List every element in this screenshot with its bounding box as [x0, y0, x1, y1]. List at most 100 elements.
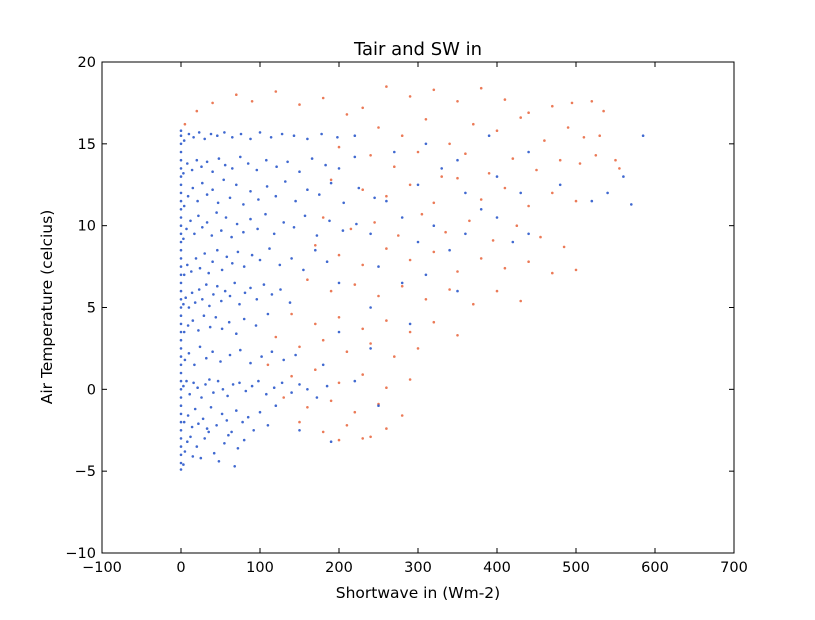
data-point	[192, 381, 195, 385]
data-points	[179, 85, 645, 471]
data-point	[393, 165, 396, 168]
data-point	[325, 260, 329, 264]
data-point	[294, 353, 297, 357]
data-point	[203, 252, 206, 255]
data-point	[249, 137, 252, 141]
data-point	[444, 230, 447, 234]
data-point	[242, 265, 246, 268]
data-point	[179, 298, 183, 301]
data-point	[264, 212, 267, 216]
data-point	[182, 204, 186, 208]
data-point	[298, 345, 301, 349]
data-point	[188, 392, 191, 396]
y-axis-title: Air Temperature (celcius)	[38, 210, 56, 405]
y-tick-label: 5	[87, 301, 96, 317]
data-point	[424, 118, 428, 121]
data-point	[217, 157, 221, 160]
data-point	[464, 191, 467, 195]
data-point	[503, 266, 507, 270]
data-point	[193, 407, 197, 411]
data-point	[266, 363, 270, 367]
data-point	[249, 190, 252, 193]
data-point	[606, 191, 609, 195]
data-point	[258, 410, 262, 414]
data-point	[191, 455, 195, 458]
data-point	[228, 196, 232, 200]
data-point	[179, 453, 183, 457]
data-point	[179, 208, 183, 211]
data-point	[179, 167, 183, 170]
data-point	[337, 253, 341, 257]
data-point	[590, 100, 594, 103]
data-point	[361, 188, 365, 191]
data-point	[226, 394, 229, 398]
data-point	[182, 463, 185, 466]
data-point	[179, 232, 183, 236]
data-point	[228, 294, 232, 298]
data-point	[582, 136, 586, 139]
x-tick-label: 400	[483, 560, 511, 576]
data-point	[385, 194, 388, 198]
data-point	[487, 172, 491, 175]
data-point	[337, 381, 341, 385]
data-point	[290, 312, 293, 316]
data-point	[220, 299, 223, 303]
data-point	[400, 134, 404, 137]
data-point	[479, 257, 483, 260]
data-point	[329, 178, 333, 182]
data-point	[179, 355, 183, 358]
data-point	[179, 273, 183, 277]
data-point	[256, 227, 259, 231]
data-point	[179, 396, 183, 399]
data-point	[274, 90, 278, 93]
data-point	[321, 430, 325, 434]
data-point	[369, 306, 372, 309]
data-point	[385, 85, 388, 88]
data-point	[193, 301, 197, 304]
data-point	[320, 132, 323, 136]
data-point	[187, 306, 191, 309]
data-point	[321, 216, 325, 219]
data-point	[228, 353, 232, 357]
data-point	[472, 302, 475, 306]
data-point	[306, 188, 309, 191]
data-point	[618, 167, 621, 170]
data-point	[196, 199, 199, 203]
data-point	[242, 230, 245, 234]
data-point	[231, 167, 234, 170]
data-point	[292, 134, 296, 137]
data-point	[321, 363, 325, 367]
data-point	[255, 298, 259, 301]
data-point	[302, 268, 305, 272]
data-point	[189, 435, 192, 439]
data-point	[274, 404, 278, 408]
data-point	[337, 167, 341, 170]
data-point	[249, 286, 252, 290]
data-point	[179, 183, 183, 187]
data-point	[187, 132, 191, 136]
data-point	[408, 378, 412, 381]
data-point	[503, 98, 507, 101]
data-point	[231, 136, 234, 139]
data-point	[258, 131, 262, 134]
data-point	[578, 162, 582, 165]
data-point	[223, 163, 227, 167]
data-point	[194, 257, 198, 260]
data-point	[236, 447, 240, 450]
data-point	[377, 294, 380, 298]
data-point	[212, 451, 216, 455]
data-point	[233, 281, 236, 285]
data-point	[269, 136, 273, 139]
data-point	[385, 427, 388, 430]
data-point	[179, 199, 183, 203]
data-point	[190, 425, 194, 429]
data-point	[250, 100, 254, 103]
data-point	[238, 302, 241, 306]
data-point	[448, 288, 451, 291]
data-point	[432, 88, 436, 92]
data-point	[257, 198, 260, 201]
data-point	[235, 332, 238, 336]
x-axis-title: Shortwave in (Wm-2)	[336, 584, 500, 602]
data-point	[187, 352, 191, 355]
